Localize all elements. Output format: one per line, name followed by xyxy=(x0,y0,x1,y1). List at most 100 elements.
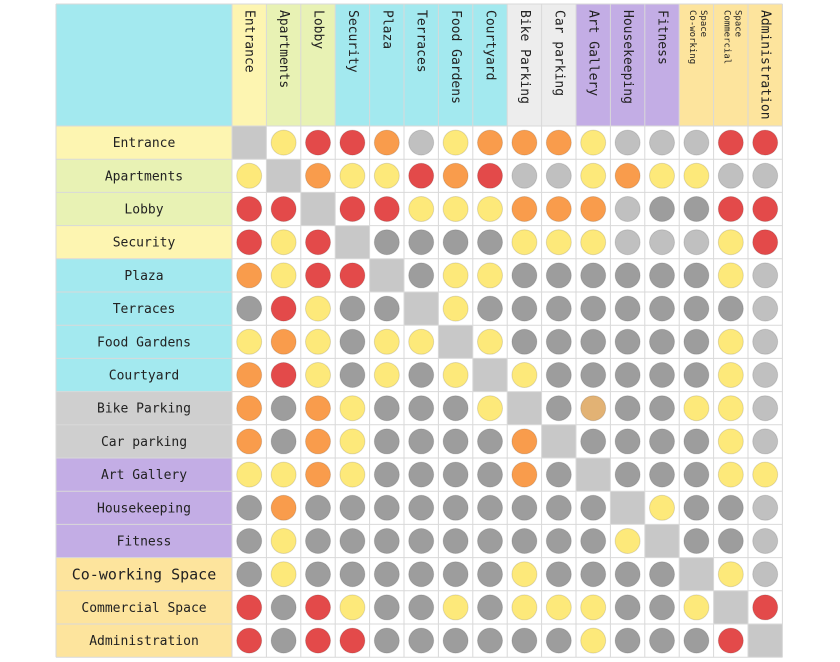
relationship-dot-entrance-security xyxy=(339,129,366,156)
relationship-dot-plaza-administration xyxy=(752,262,779,289)
relationship-dot-apartments-car-parking xyxy=(545,162,572,189)
column-header-entrance xyxy=(232,4,267,126)
relationship-dot-co-working-space-food-gardens xyxy=(442,561,469,588)
relationship-dot-plaza-art-gallery xyxy=(580,262,607,289)
relationship-dot-entrance-housekeeping xyxy=(614,129,641,156)
relationship-dot-administration-art-gallery xyxy=(580,627,607,654)
row-header-courtyard xyxy=(56,358,232,392)
row-header-apartments xyxy=(56,159,232,193)
relationship-dot-car-parking-housekeeping xyxy=(614,428,641,455)
relationship-dot-administration-apartments xyxy=(270,627,297,654)
relationship-dot-housekeeping-lobby xyxy=(305,494,331,521)
row-label-lobby: Lobby xyxy=(124,203,163,218)
relationship-dot-co-working-space-courtyard xyxy=(477,561,503,588)
relationship-dot-housekeeping-security xyxy=(339,494,366,521)
column-header-fitness xyxy=(644,4,680,126)
relationship-dot-housekeeping-co-working-space xyxy=(683,494,710,521)
row-label-courtyard: Courtyard xyxy=(109,369,179,384)
relationship-dot-courtyard-housekeeping xyxy=(614,362,641,388)
row-label-commercial-space: Commercial Space xyxy=(81,601,206,616)
relationship-dot-courtyard-lobby xyxy=(305,362,331,388)
relationship-dot-bike-parking-security xyxy=(339,395,366,422)
relationship-dot-fitness-security xyxy=(339,528,366,554)
relationship-dot-courtyard-art-gallery xyxy=(580,362,607,388)
relationship-dot-commercial-space-security xyxy=(339,594,366,621)
relationship-dot-entrance-food-gardens xyxy=(442,129,469,156)
relationship-dot-courtyard-plaza xyxy=(373,362,400,388)
row-header-art-gallery xyxy=(56,458,232,492)
relationship-dot-fitness-administration xyxy=(752,528,779,554)
relationship-dot-housekeeping-apartments xyxy=(270,494,297,521)
relationship-dot-lobby-plaza xyxy=(373,196,400,222)
relationship-dot-courtyard-entrance xyxy=(236,362,263,388)
relationship-dot-housekeeping-administration xyxy=(752,494,779,521)
relationship-dot-entrance-co-working-space xyxy=(683,129,710,156)
relationship-dot-lobby-food-gardens xyxy=(442,196,469,222)
relationship-dot-plaza-apartments xyxy=(270,262,297,289)
column-label-apartments: Apartments xyxy=(276,10,291,88)
column-label-terraces: Terraces xyxy=(414,10,429,73)
relationship-dot-administration-courtyard xyxy=(477,627,503,654)
relationship-dot-security-plaza xyxy=(373,229,400,256)
relationship-dot-car-parking-plaza xyxy=(373,428,400,455)
relationship-dot-car-parking-commercial-space xyxy=(717,428,744,455)
relationship-dot-courtyard-terraces xyxy=(408,362,435,388)
relationship-dot-food-gardens-entrance xyxy=(236,328,263,355)
relationship-dot-security-apartments xyxy=(270,229,297,256)
row-header-terraces xyxy=(56,292,232,326)
relationship-dot-entrance-terraces xyxy=(408,129,435,156)
relationship-dot-security-terraces xyxy=(408,229,435,256)
column-header-car-parking xyxy=(541,4,576,126)
relationship-dot-terraces-courtyard xyxy=(477,295,503,322)
relationship-dot-plaza-courtyard xyxy=(477,262,503,289)
column-label-lobby: Lobby xyxy=(311,10,326,49)
relationship-dot-security-art-gallery xyxy=(580,229,607,256)
relationship-dot-art-gallery-terraces xyxy=(408,461,435,488)
relationship-dot-commercial-space-terraces xyxy=(408,594,435,621)
relationship-dot-housekeeping-car-parking xyxy=(545,494,572,521)
relationship-dot-terraces-car-parking xyxy=(545,295,572,322)
relationship-dot-food-gardens-apartments xyxy=(270,328,297,355)
relationship-dot-housekeeping-entrance xyxy=(236,494,263,521)
relationship-dot-art-gallery-courtyard xyxy=(477,461,503,488)
relationship-dot-administration-lobby xyxy=(305,627,331,654)
relationship-dot-lobby-courtyard xyxy=(477,196,503,222)
column-label-security: Security xyxy=(345,10,360,73)
relationship-dot-housekeeping-fitness xyxy=(649,494,675,521)
relationship-dot-apartments-fitness xyxy=(649,162,675,189)
diagonal-cell xyxy=(576,458,611,492)
relationship-dot-terraces-administration xyxy=(752,295,779,322)
relationship-dot-lobby-art-gallery xyxy=(580,196,607,222)
relationship-dot-terraces-apartments xyxy=(270,295,297,322)
relationship-dot-lobby-housekeeping xyxy=(614,196,641,222)
column-header-commercial-space xyxy=(713,4,748,126)
relationship-dot-lobby-commercial-space xyxy=(717,196,744,222)
relationship-dot-lobby-car-parking xyxy=(545,196,572,222)
relationship-dot-terraces-fitness xyxy=(649,295,675,322)
relationship-dot-car-parking-fitness xyxy=(649,428,675,455)
relationship-dot-art-gallery-bike-parking xyxy=(511,461,538,488)
relationship-dot-entrance-bike-parking xyxy=(511,129,538,156)
relationship-dot-apartments-co-working-space xyxy=(683,162,710,189)
relationship-dot-art-gallery-lobby xyxy=(305,461,331,488)
relationship-dot-apartments-courtyard xyxy=(477,162,503,189)
relationship-dot-apartments-art-gallery xyxy=(580,162,607,189)
relationship-dot-co-working-space-art-gallery xyxy=(580,561,607,588)
relationship-dot-commercial-space-bike-parking xyxy=(511,594,538,621)
relationship-dot-housekeeping-commercial-space xyxy=(717,494,744,521)
relationship-dot-lobby-entrance xyxy=(236,196,263,222)
row-header-administration xyxy=(56,624,232,658)
column-label-food-gardens: Food Gardens xyxy=(448,10,463,104)
relationship-dot-fitness-apartments xyxy=(270,528,297,554)
column-label-entrance: Entrance xyxy=(242,10,257,73)
relationship-dot-fitness-food-gardens xyxy=(442,528,469,554)
relationship-dot-commercial-space-administration xyxy=(752,594,779,621)
column-header-backgrounds xyxy=(232,4,783,126)
relationship-dot-security-car-parking xyxy=(545,229,572,256)
relationship-dot-car-parking-security xyxy=(339,428,366,455)
relationship-dot-food-gardens-co-working-space xyxy=(683,328,710,355)
column-label-plaza: Plaza xyxy=(379,10,394,49)
column-labels: Entrance Apartments Lobby Security Plaza Terr… xyxy=(242,10,773,120)
relationship-dot-administration-fitness xyxy=(649,627,675,654)
relationship-dot-courtyard-car-parking xyxy=(545,362,572,388)
